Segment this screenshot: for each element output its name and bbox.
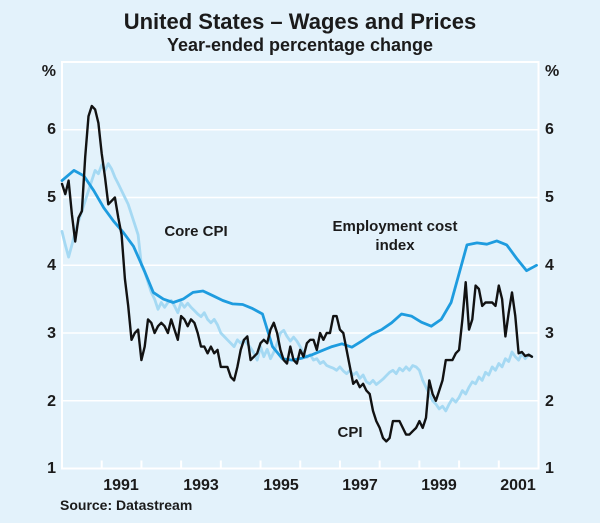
y-tick-label-left-6: 6 [47,121,56,138]
y-tick-label-right-4: 4 [545,257,554,274]
y-tick-label-right-1: 1 [545,460,554,477]
series-label-cpi: CPI [337,424,363,441]
x-tick-label-1997: 1997 [342,477,378,494]
chart-subtitle: Year-ended percentage change [166,35,434,55]
x-tick-label-2001: 2001 [500,477,536,494]
y-tick-label-right-6: 6 [545,121,554,138]
x-tick-label-1991: 1991 [103,477,139,494]
x-tick-label-1999: 1999 [421,477,457,494]
y-tick-label-left-5: 5 [47,189,56,206]
y-tick-label-right-5: 5 [545,189,554,206]
y-tick-label-right-3: 3 [545,325,554,342]
chart-title: United States – Wages and Prices [123,9,477,34]
x-tick-label-1995: 1995 [263,477,299,494]
series-label-employment-cost-index: Employment cost index [332,218,458,254]
y-tick-label-right-2: 2 [545,393,554,410]
y-axis-unit-left: % [41,63,56,80]
y-axis-unit-right: % [545,63,560,80]
series-label-core-cpi: Core CPI [164,223,228,240]
y-tick-label-left-4: 4 [47,257,56,274]
y-tick-label-left-2: 2 [47,393,56,410]
y-tick-label-left-1: 1 [47,460,56,477]
source-note: Source: Datastream [60,497,193,513]
y-tick-label-left-3: 3 [47,325,56,342]
x-tick-label-1993: 1993 [183,477,219,494]
